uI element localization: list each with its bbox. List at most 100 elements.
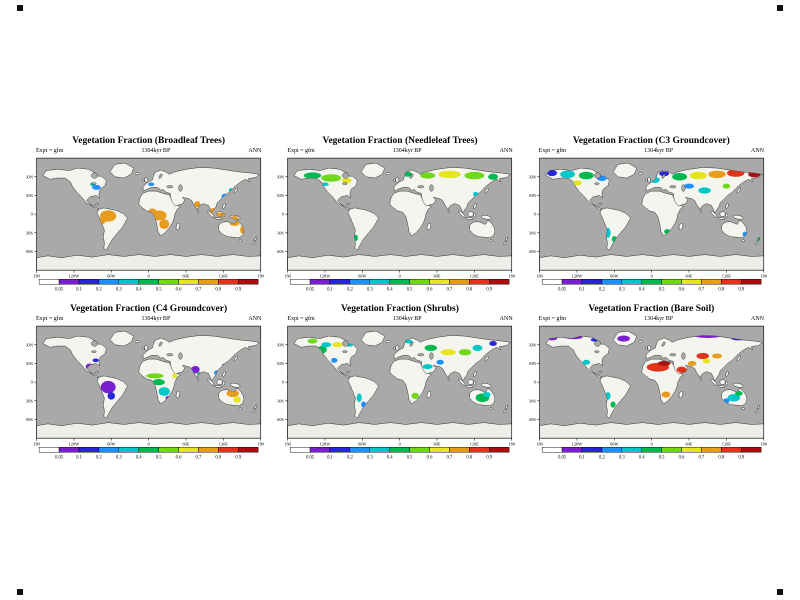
- lake: [417, 185, 425, 189]
- continent: [348, 375, 380, 419]
- colorbar-tick-label: 0.2: [347, 288, 353, 292]
- region-blob: [194, 201, 201, 208]
- island: [725, 371, 729, 377]
- antarctica: [36, 254, 261, 271]
- island: [214, 217, 223, 220]
- island: [196, 377, 199, 381]
- y-axis-label: 0: [533, 212, 535, 217]
- date-label: 1304kyr BP: [141, 315, 171, 322]
- region-blob: [233, 396, 241, 403]
- panel-grid: Vegetation Fraction (Broadleaf Trees) Exp…: [26, 136, 774, 460]
- colorbar-segment: [350, 279, 371, 285]
- colorbar-segment: [38, 279, 60, 285]
- colorbar-segment: [720, 279, 742, 285]
- colorbar-segment: [238, 279, 259, 285]
- lake: [178, 184, 183, 192]
- continent: [389, 358, 433, 405]
- colorbar-segment: [98, 279, 120, 285]
- x-axis-label: 60E: [685, 442, 692, 447]
- x-axis-label: 0: [399, 442, 401, 447]
- colorbar-tick-label: 0.4: [387, 456, 393, 460]
- colorbar-segment: [138, 447, 159, 453]
- lake: [593, 182, 600, 185]
- experiment-label: Expt = gfm: [538, 148, 567, 154]
- colorbar-tick-label: 0.2: [599, 456, 605, 460]
- lake: [669, 185, 676, 189]
- map-svg: 180 120W 60W 0 60E 120E 180 60N 30N 0 30S 60S: [277, 157, 515, 278]
- colorbar-tick-label: 0.1: [327, 288, 333, 292]
- colorbar-tick-label: 0.2: [96, 288, 102, 292]
- vegetation-panel: Vegetation Fraction (Shrubs) Expt = gfm 13…: [277, 304, 522, 460]
- region-blob: [354, 234, 359, 241]
- y-axis-label: 30N: [529, 193, 537, 198]
- continent: [109, 330, 134, 347]
- colorbar-tick-label: 0.6: [176, 288, 182, 292]
- colorbar-segment: [740, 279, 762, 285]
- panel-title: Vegetation Fraction (Needleleaf Trees): [322, 136, 478, 146]
- colorbar-segment: [218, 279, 239, 285]
- island: [393, 179, 396, 182]
- map-svg: 180 120W 60W 0 60E 120E 180 60N 30N 0 30S 60S: [277, 325, 516, 447]
- island: [725, 213, 728, 218]
- date-label: 1304kyr BP: [644, 315, 673, 322]
- region-blob: [711, 353, 722, 359]
- region-blob: [657, 360, 670, 366]
- colorbar-tick-label: 0.7: [196, 288, 202, 292]
- colorbar-segment: [429, 447, 450, 453]
- antarctica: [287, 254, 513, 271]
- lakes: [342, 172, 434, 192]
- region-blob: [658, 171, 669, 177]
- colorbar-svg: 0.05 0.1 0.2 0.3 0.4 0.5 0.6 0.7 0.8 0.9: [38, 279, 259, 292]
- panel-header: Expt = gfm 1304kyr BP ANN: [529, 148, 774, 155]
- colorbar-tick-label: 0.5: [407, 456, 413, 460]
- island: [222, 203, 226, 209]
- region-blob: [331, 357, 338, 363]
- island: [254, 405, 258, 409]
- island: [222, 371, 226, 377]
- colorbar-segment: [581, 447, 602, 453]
- y-axis-label: 60S: [26, 249, 33, 254]
- region-blob: [571, 180, 582, 186]
- island: [238, 407, 242, 410]
- island: [481, 214, 492, 220]
- panel-title: Vegetation Fraction (C3 Groundcover): [572, 136, 730, 146]
- colorbar-tick-label: 0.3: [367, 288, 373, 292]
- colorbar-tick-label: 0.3: [619, 288, 625, 292]
- colorbar-tick-label: 0.6: [678, 456, 684, 460]
- x-axis-label: 180: [509, 442, 516, 447]
- continent: [389, 190, 433, 237]
- region-blob: [489, 341, 498, 347]
- corner-mark: [17, 589, 23, 595]
- lake: [342, 182, 348, 185]
- antarctica: [539, 422, 764, 439]
- colorbar-tick-label: 0.6: [678, 288, 684, 292]
- island: [386, 172, 391, 175]
- lake: [91, 172, 98, 179]
- y-axis-label: 30S: [26, 230, 33, 235]
- island: [135, 172, 140, 175]
- colorbar-segment: [429, 279, 450, 285]
- colorbar-tick-label: 0.6: [176, 456, 182, 460]
- x-axis-label: 180: [285, 442, 292, 447]
- colorbar-tick-label: 0.2: [347, 456, 353, 460]
- colorbar-tick-label: 0.3: [367, 456, 373, 460]
- colorbar-tick-label: 0.7: [447, 288, 453, 292]
- colorbar-tick-label: 0.9: [738, 288, 744, 292]
- region-blob: [332, 342, 343, 348]
- map-frame: [538, 157, 764, 271]
- island: [448, 377, 451, 381]
- lakes: [91, 340, 183, 360]
- lakes: [593, 172, 686, 192]
- y-axis-label: 0: [282, 380, 284, 385]
- island: [710, 210, 717, 218]
- map-svg: 180 120W 60W 0 60E 120E 180 60N 30N 0 30S 60S: [26, 325, 264, 446]
- colorbar-tick-label: 0.1: [76, 288, 82, 292]
- lake: [158, 341, 163, 347]
- colorbar-tick-label: 0.5: [407, 288, 413, 292]
- date-label: 1304kyr BP: [392, 315, 422, 322]
- region-blob: [226, 389, 239, 398]
- region-blob: [689, 171, 707, 180]
- colorbar-segment: [118, 279, 139, 285]
- island: [741, 407, 745, 410]
- colorbar-tick-label: 0.2: [599, 288, 605, 292]
